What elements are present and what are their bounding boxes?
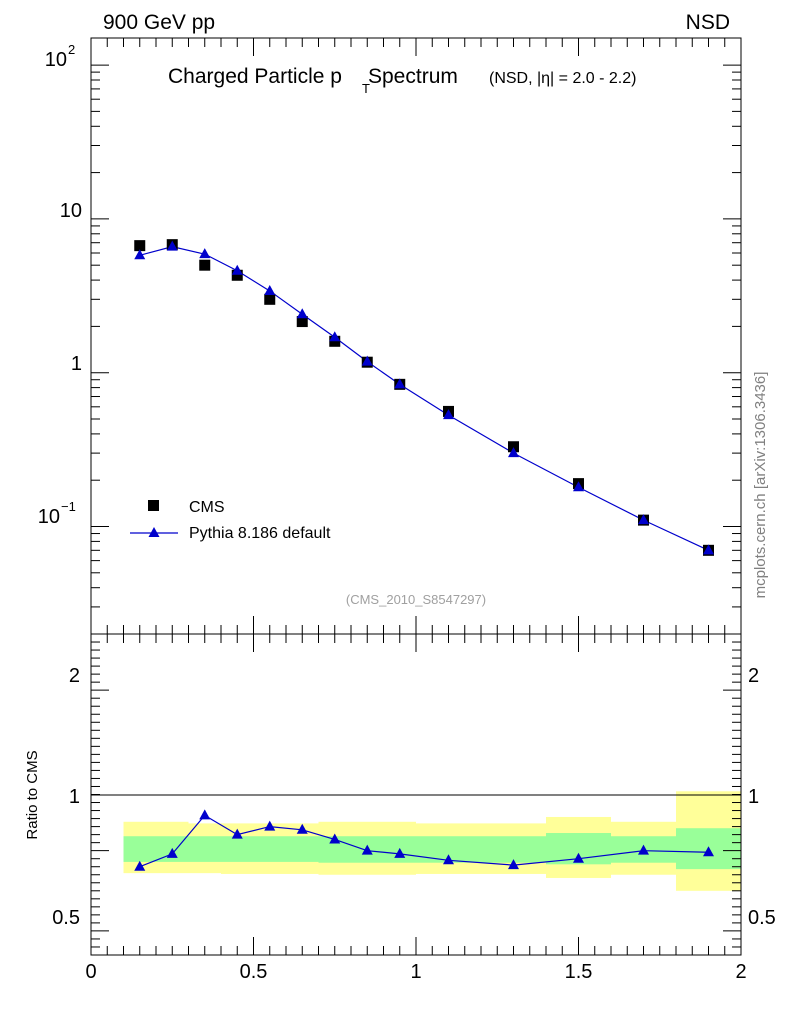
- pythia-point: [508, 447, 519, 458]
- legend: CMS Pythia 8.186 default: [130, 499, 331, 542]
- y-tick-label-100-exp: 2: [68, 42, 75, 57]
- ratio-band-green: [221, 836, 254, 862]
- ratio-pythia-point: [134, 860, 146, 871]
- chart-title-rest: Spectrum: [368, 65, 458, 88]
- ratio-pythia-point: [638, 844, 649, 855]
- ratio-series: [134, 809, 714, 871]
- pythia-point: [394, 378, 406, 389]
- y-tick-label-100: 10 2: [45, 42, 75, 71]
- ratio-y-tick-label-2-left: 2: [69, 665, 80, 687]
- x-tick-label-2: 2: [735, 961, 746, 983]
- x-tick-label-1.5: 1.5: [565, 961, 593, 983]
- ratio-band-green: [188, 836, 221, 862]
- ratio-pythia-point: [199, 809, 211, 820]
- ratio-pythia-line: [139, 814, 709, 868]
- pythia-point: [329, 331, 341, 342]
- x-tick-label-1: 1: [410, 961, 421, 983]
- cms-point: [134, 240, 146, 252]
- ratio-pythia-point: [394, 847, 406, 858]
- ratio-pythia-point: [329, 833, 341, 844]
- cms-point: [508, 441, 519, 453]
- pythia-point: [296, 308, 308, 319]
- pythia-line: [139, 246, 709, 551]
- chart-title-qualifier: (NSD, |η| = 2.0 - 2.2): [489, 70, 636, 87]
- ratio-y-axis-label: Ratio to CMS: [24, 750, 41, 839]
- ratio-y-tick-label-1-right: 1: [748, 786, 759, 808]
- cms-point: [264, 293, 276, 305]
- pythia-point: [199, 248, 211, 259]
- legend-marker-pythia: [148, 527, 160, 537]
- ratio-panel: 2 1 0.5 2 1 0.5 Ratio to CMS 0 0.5 1 1.5…: [24, 633, 776, 983]
- pythia-point: [573, 481, 584, 492]
- ratio-y-tick-label-1-left: 1: [69, 786, 80, 808]
- ratio-pythia-point: [443, 854, 454, 865]
- x-tick-label-0: 0: [85, 961, 96, 983]
- watermark: mcplots.cern.ch [arXiv:1306.3436]: [752, 372, 769, 599]
- chart-title-subscript: T: [362, 81, 370, 96]
- ratio-bands: [123, 791, 741, 891]
- main-axis-ticks: [90, 38, 742, 635]
- header-right: NSD: [686, 11, 730, 34]
- cms-point: [199, 259, 211, 271]
- y-tick-label-100-base: 10: [45, 49, 67, 71]
- pythia-point: [638, 514, 649, 525]
- pythia-point: [443, 409, 454, 420]
- ratio-pythia-point: [166, 847, 178, 858]
- pythia-point: [361, 355, 373, 366]
- main-panel: 10 1 10 2 10 −1 Charged Particle p T Spe…: [38, 37, 742, 635]
- chart-title: Charged Particle p T Spectrum (NSD, |η| …: [168, 65, 636, 96]
- pythia-point: [166, 240, 178, 251]
- pythia-point: [231, 264, 243, 275]
- ratio-y-tick-label-2-right: 2: [748, 665, 759, 687]
- x-tick-label-0.5: 0.5: [240, 961, 268, 983]
- ratio-band-green: [481, 836, 546, 863]
- y-tick-label-10: 10: [60, 200, 82, 222]
- ratio-pythia-point: [508, 859, 519, 870]
- chart-title-main: Charged Particle p: [168, 65, 342, 88]
- ratio-y-tick-label-0.5-right: 0.5: [748, 907, 776, 929]
- ratio-pythia-point: [231, 828, 243, 839]
- ratio-pythia-point: [573, 852, 584, 863]
- legend-label-pythia: Pythia 8.186 default: [189, 525, 331, 542]
- ratio-axis-ticks: [90, 633, 742, 955]
- ratio-band-green: [253, 836, 286, 862]
- main-series: [134, 239, 714, 556]
- ratio-pythia-point: [264, 820, 276, 831]
- main-frame: [90, 37, 742, 635]
- ratio-band-green: [286, 836, 319, 862]
- legend-label-cms: CMS: [189, 499, 225, 516]
- pythia-point: [134, 249, 146, 260]
- pythia-point: [703, 544, 714, 555]
- ratio-pythia-point: [296, 823, 308, 834]
- ratio-pythia-point: [703, 846, 714, 857]
- pythia-point: [264, 284, 276, 295]
- analysis-id: (CMS_2010_S8547297): [346, 592, 486, 607]
- ratio-pythia-point: [361, 844, 373, 855]
- y-tick-label-0.1: 10 −1: [38, 499, 76, 528]
- y-tick-label-0.1-exp: −1: [61, 499, 76, 514]
- ratio-y-tick-label-0.5-left: 0.5: [52, 907, 80, 929]
- y-tick-label-1: 1: [71, 353, 82, 375]
- legend-marker-cms: [148, 500, 159, 511]
- y-tick-label-0.1-base: 10: [38, 506, 60, 528]
- cms-point: [296, 316, 308, 328]
- ratio-band-green: [123, 836, 156, 862]
- cms-point: [231, 269, 243, 281]
- cms-point: [329, 335, 341, 347]
- header-left: 900 GeV pp: [103, 11, 215, 34]
